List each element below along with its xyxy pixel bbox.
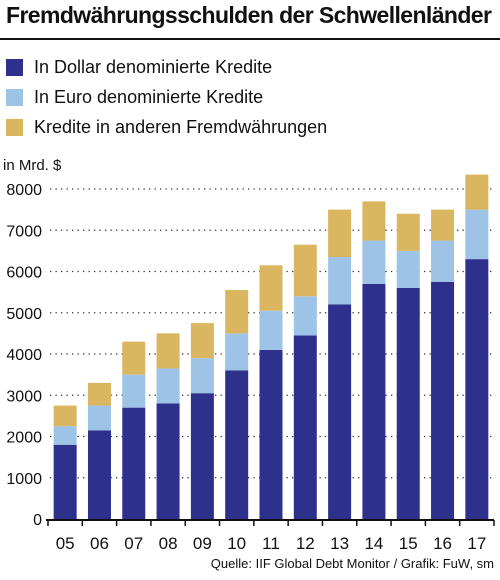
- chart-title: Fremdwährungsschulden der Schwellenlände…: [6, 2, 492, 28]
- bar-segment-dollar: [87, 430, 111, 519]
- y-tick-label: 8000: [6, 182, 42, 199]
- x-tick-label: 09: [193, 534, 212, 553]
- bar-segment-dollar: [156, 403, 180, 519]
- bar-segment-other: [53, 405, 77, 427]
- y-tick-label: 3000: [6, 388, 42, 405]
- bar-segment-euro: [396, 250, 420, 288]
- bar-segment-dollar: [259, 349, 283, 519]
- x-tick-label: 05: [56, 534, 75, 553]
- y-tick-label: 5000: [6, 306, 42, 323]
- legend-label-dollar: In Dollar denominierte Kredite: [34, 56, 273, 77]
- bar-segment-euro: [431, 240, 455, 282]
- legend-swatch-euro: [6, 88, 23, 106]
- bar-segment-other: [225, 290, 249, 334]
- y-tick-label: 4000: [6, 347, 42, 364]
- bar-segment-other: [190, 323, 214, 359]
- legend-item-euro: In Euro denominierte Kredite: [6, 82, 327, 112]
- bar-segment-euro: [293, 296, 317, 336]
- bar-segment-dollar: [431, 281, 455, 519]
- bar-segment-other: [328, 209, 352, 258]
- bar-segment-euro: [328, 257, 352, 305]
- legend-item-dollar: In Dollar denominierte Kredite: [6, 52, 327, 82]
- source-note: Quelle: IIF Global Debt Monitor / Grafik…: [210, 556, 494, 571]
- y-tick-label: 7000: [6, 223, 42, 240]
- bar-segment-other: [465, 174, 489, 210]
- x-tick-label: 13: [330, 534, 349, 553]
- bar-segment-euro: [122, 374, 146, 408]
- y-tick-label: 1000: [6, 471, 42, 488]
- y-tick-label: 2000: [6, 430, 42, 447]
- title-rule: [0, 38, 500, 40]
- bar-segment-other: [122, 341, 146, 375]
- bar-segment-dollar: [225, 370, 249, 519]
- y-tick-label: 0: [33, 512, 42, 529]
- bar-segment-other: [396, 213, 420, 251]
- bar-segment-dollar: [362, 283, 386, 519]
- legend-swatch-other: [6, 118, 23, 136]
- bar-segment-dollar: [190, 393, 214, 519]
- y-tick-label: 6000: [6, 265, 42, 282]
- x-tick-label: 10: [227, 534, 246, 553]
- bar-segment-other: [293, 244, 317, 297]
- bar-segment-euro: [259, 310, 283, 350]
- bar-segment-other: [431, 209, 455, 241]
- x-tick-label: 07: [124, 534, 143, 553]
- y-axis-unit-label: in Mrd. $: [3, 157, 62, 174]
- bar-segment-euro: [225, 333, 249, 371]
- x-tick-label: 14: [364, 534, 383, 553]
- x-tick-label: 15: [399, 534, 418, 553]
- legend-label-other: Kredite in anderen Fremdwährungen: [34, 116, 328, 137]
- bar-segment-euro: [465, 209, 489, 260]
- x-tick-label: 06: [90, 534, 109, 553]
- bar-segment-euro: [190, 358, 214, 394]
- bar-segment-other: [156, 333, 180, 369]
- bar-segment-other: [362, 201, 386, 241]
- bar-segment-other: [259, 265, 283, 311]
- bar-segment-dollar: [396, 288, 420, 519]
- legend-item-other: Kredite in anderen Fremdwährungen: [6, 112, 327, 142]
- bar-segment-dollar: [328, 304, 352, 519]
- legend: In Dollar denominierte Kredite In Euro d…: [6, 52, 327, 142]
- legend-label-euro: In Euro denominierte Kredite: [34, 86, 264, 107]
- bar-segment-dollar: [122, 407, 146, 519]
- x-tick-label: 16: [433, 534, 452, 553]
- bar-segment-dollar: [465, 259, 489, 519]
- x-tick-label: 11: [262, 534, 280, 553]
- bar-segment-euro: [156, 368, 180, 404]
- legend-swatch-dollar: [6, 58, 23, 76]
- bar-segment-euro: [87, 405, 111, 431]
- bar-segment-dollar: [53, 444, 77, 519]
- x-tick-label: 17: [467, 534, 486, 553]
- bar-segment-euro: [362, 240, 386, 284]
- bar-segment-euro: [53, 426, 77, 445]
- bar-segment-other: [87, 382, 111, 406]
- x-tick-label: 12: [296, 534, 315, 553]
- bar-segment-dollar: [293, 335, 317, 519]
- x-tick-label: 08: [159, 534, 178, 553]
